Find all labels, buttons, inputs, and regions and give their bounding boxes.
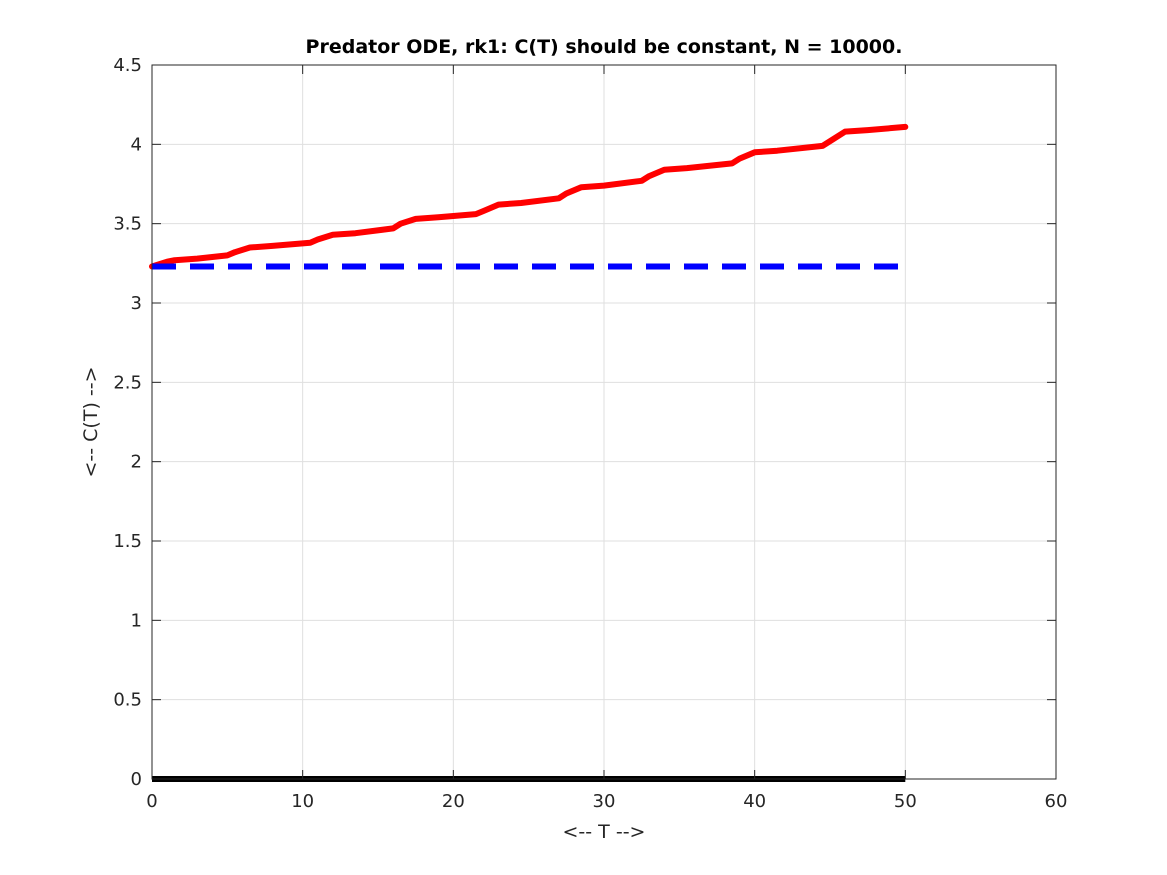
- y-tick-label: 0: [131, 769, 142, 790]
- x-axis-label: <-- T -->: [563, 821, 646, 843]
- y-tick-labels: 0 0.5 1 1.5 2 2.5 3 3.5 4 4.5: [113, 55, 142, 790]
- x-tick-label: 0: [146, 791, 157, 812]
- x-tick-labels: 0 10 20 30 40 50 60: [146, 791, 1067, 812]
- chart-title: Predator ODE, rk1: C(T) should be consta…: [306, 36, 903, 58]
- y-tick-label: 0.5: [113, 690, 142, 711]
- y-tick-label: 2: [131, 452, 142, 473]
- y-tick-label: 1.5: [113, 531, 142, 552]
- y-tick-label: 3.5: [113, 214, 142, 235]
- series-red-line: [149, 123, 909, 270]
- y-tick-label: 4: [131, 134, 142, 155]
- x-tick-label: 20: [442, 791, 465, 812]
- y-tick-label: 1: [131, 610, 142, 631]
- y-tick-label: 3: [131, 293, 142, 314]
- tick-marks: [151, 64, 1057, 780]
- x-tick-label: 30: [593, 791, 616, 812]
- x-tick-label: 40: [743, 791, 766, 812]
- y-tick-label: 4.5: [113, 55, 142, 76]
- x-tick-label: 60: [1045, 791, 1068, 812]
- y-axis-label: <-- C(T) -->: [80, 366, 102, 477]
- x-tick-label: 50: [894, 791, 917, 812]
- y-tick-label: 2.5: [113, 372, 142, 393]
- x-tick-label: 10: [291, 791, 314, 812]
